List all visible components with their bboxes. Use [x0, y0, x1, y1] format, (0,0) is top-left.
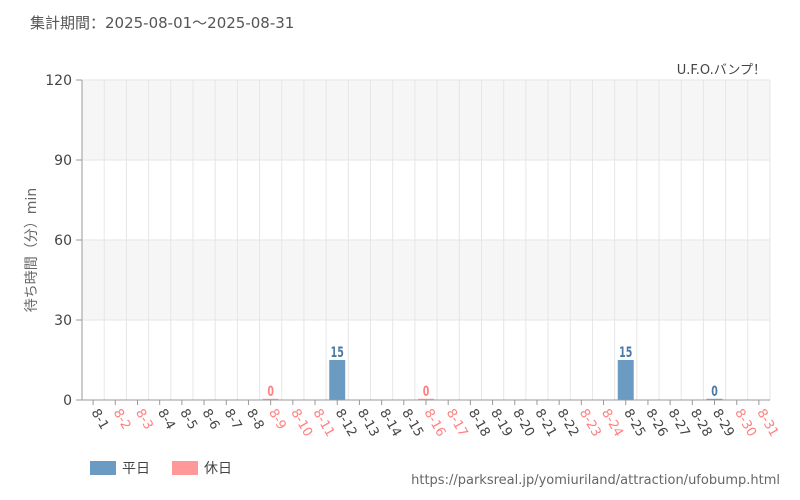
legend-item-holiday: 休日 — [172, 458, 232, 478]
x-tick-label: 8-4 — [154, 407, 178, 433]
legend: 平日 休日 — [90, 458, 254, 478]
x-tick-label: 8-29 — [709, 407, 737, 440]
x-tick-label: 8-3 — [132, 407, 156, 433]
x-tick-label: 8-16 — [421, 407, 449, 440]
y-tick-label: 120 — [45, 73, 72, 89]
legend-item-weekday: 平日 — [90, 458, 150, 478]
chart-grid — [81, 79, 771, 401]
x-tick-label: 8-19 — [487, 407, 515, 440]
bar — [418, 398, 434, 400]
bar-value-label: 15 — [619, 345, 632, 361]
bar-value-label: 0 — [711, 383, 718, 399]
x-tick-label: 8-13 — [354, 407, 382, 440]
x-tick-label: 8-21 — [532, 407, 560, 440]
y-tick-label: 0 — [63, 393, 72, 409]
x-tick-label: 8-24 — [598, 407, 626, 440]
x-tick-label: 8-20 — [509, 407, 537, 440]
y-tick-label: 60 — [54, 233, 72, 249]
y-tick-label: 30 — [54, 313, 72, 329]
chart-bars — [262, 360, 723, 400]
x-tick-label: 8-12 — [332, 407, 360, 440]
x-tick-label: 8-5 — [176, 407, 200, 433]
chart-title: U.F.O.バンプ！ — [677, 63, 766, 78]
chart-band — [82, 240, 770, 320]
x-tick-label: 8-17 — [443, 407, 471, 440]
x-tick-label: 8-25 — [620, 407, 648, 440]
y-tick-label: 90 — [54, 153, 72, 169]
x-tick-label: 8-10 — [287, 407, 315, 440]
bar — [706, 398, 723, 400]
x-tick-label: 8-30 — [731, 407, 759, 440]
y-axis-ticks: 0 30 60 90 120 — [45, 73, 82, 409]
period-label: 集計期間：2025-08-01～2025-08-31 — [30, 14, 295, 32]
x-tick-label: 8-27 — [665, 407, 693, 440]
source-url: https://parksreal.jp/yomiuriland/attract… — [411, 473, 780, 488]
bar-value-label: 15 — [331, 345, 344, 361]
x-tick-label: 8-22 — [554, 407, 582, 440]
bar — [617, 360, 634, 400]
x-tick-label: 8-15 — [398, 407, 426, 440]
y-axis-label: 待ち時間（分）min — [24, 188, 40, 312]
bar — [262, 398, 279, 400]
legend-label-weekday: 平日 — [122, 461, 150, 477]
x-tick-label: 8-31 — [753, 407, 781, 440]
x-tick-label: 8-28 — [687, 407, 715, 440]
x-tick-label: 8-9 — [265, 407, 289, 433]
bar-value-label: 0 — [423, 383, 430, 399]
x-tick-label: 8-23 — [576, 407, 604, 440]
x-tick-label: 8-6 — [199, 407, 223, 433]
x-tick-label: 8-1 — [88, 407, 112, 433]
chart-band — [82, 80, 770, 160]
legend-label-holiday: 休日 — [204, 461, 232, 477]
x-axis-ticks: 8-18-28-38-48-58-68-78-88-98-108-118-128… — [88, 400, 781, 440]
x-tick-label: 8-14 — [376, 407, 404, 440]
x-tick-label: 8-7 — [221, 407, 245, 433]
legend-swatch-holiday — [172, 461, 198, 475]
x-tick-label: 8-2 — [110, 407, 134, 433]
x-tick-label: 8-26 — [642, 407, 670, 440]
legend-swatch-weekday — [90, 461, 116, 475]
chart-bar-labels: 0 15 0 15 0 — [267, 345, 718, 400]
bar — [329, 360, 346, 400]
x-tick-label: 8-8 — [243, 407, 267, 433]
x-tick-label: 8-18 — [465, 407, 493, 440]
chart-bands — [82, 80, 770, 320]
bar-value-label: 0 — [267, 383, 274, 399]
x-tick-label: 8-11 — [310, 407, 338, 440]
